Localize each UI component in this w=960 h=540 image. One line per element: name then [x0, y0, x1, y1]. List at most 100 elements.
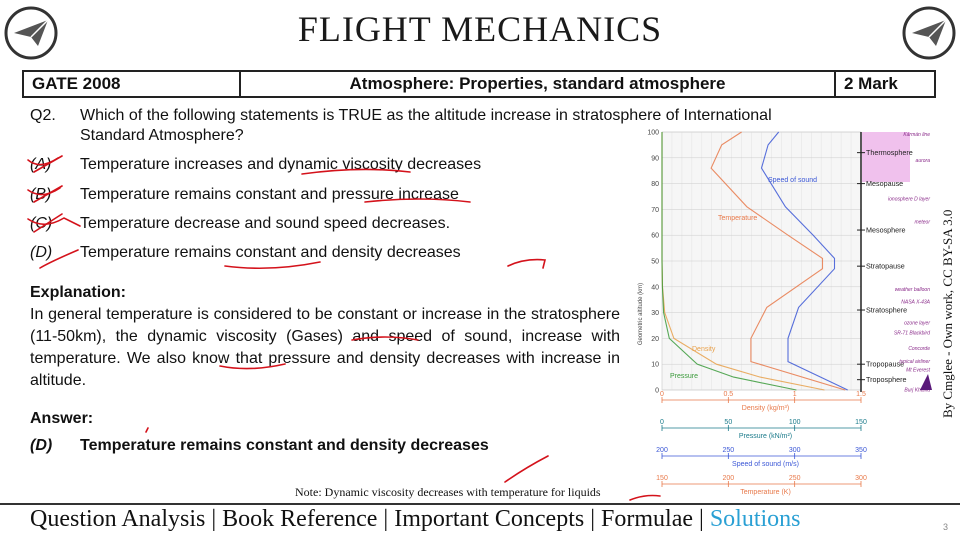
- marker-label: SR-71 Blackbird: [894, 331, 930, 337]
- y-tick-label: 40: [651, 284, 659, 291]
- layer-label: Stratosphere: [866, 306, 907, 315]
- answer-text: Temperature remains constant and density…: [80, 437, 489, 454]
- x-tick-label: 150: [656, 475, 668, 482]
- x-tick-label: 150: [855, 419, 867, 426]
- x-axis-label: Temperature (K): [740, 489, 791, 496]
- option-a-key: (A): [30, 156, 52, 173]
- footer-separator: |: [693, 506, 710, 532]
- chart-series: [661, 131, 848, 391]
- topic-label: Atmosphere: Properties, standard atmosph…: [241, 72, 836, 96]
- x-tick-label: 250: [789, 475, 801, 482]
- mountain-icon: [920, 374, 932, 390]
- y-tick-label: 60: [651, 233, 659, 240]
- option-c-key: (C): [30, 215, 53, 232]
- y-tick-label: 80: [651, 181, 659, 188]
- series-label-speed-of-sound: Speed of sound: [768, 177, 817, 184]
- option-a-text: Temperature increases and dynamic viscos…: [80, 156, 482, 173]
- x-tick-label: 1.5: [856, 391, 866, 398]
- marker-label: Concorde: [908, 346, 930, 352]
- marker-label: typical airliner: [899, 359, 930, 365]
- option-b-text: Temperature remains constant and pressur…: [80, 186, 459, 203]
- page-title: FLIGHT MECHANICS: [297, 9, 663, 49]
- layer-label: Thermosphere: [866, 148, 913, 157]
- layer-label: Mesosphere: [866, 226, 906, 235]
- layer-labels: Thermosphere Mesopause Mesosphere Stratopau…: [857, 148, 913, 384]
- marker-label: weather balloon: [895, 287, 931, 293]
- y-tick-label: 0: [655, 388, 659, 395]
- marker-label: Kármán line: [903, 132, 930, 138]
- marker-label: meteor: [914, 220, 930, 226]
- x-tick-label: 200: [722, 475, 734, 482]
- question-text-line1: Which of the following statements is TRU…: [80, 107, 772, 124]
- footer-link-book-reference[interactable]: Book Reference: [222, 506, 378, 532]
- footer-link-question-analysis[interactable]: Question Analysis: [30, 506, 206, 532]
- paper-plane-logo-icon: [902, 6, 956, 60]
- x-axis-label: Pressure (kN/m²): [739, 433, 792, 440]
- x-tick-label: 0: [660, 391, 664, 398]
- option-b-key: (B): [30, 186, 52, 203]
- x-tick-label: 300: [789, 447, 801, 454]
- layer-label: Stratopause: [866, 262, 905, 271]
- footer-link-formulae[interactable]: Formulae: [601, 506, 693, 532]
- y-tick-label: 70: [651, 207, 659, 214]
- question-header-table: GATE 2008 Atmosphere: Properties, standa…: [22, 70, 936, 98]
- marker-label: NASA X-43A: [901, 300, 930, 306]
- series-label-temperature: Temperature: [718, 215, 757, 222]
- marks-label: 2 Mark: [844, 74, 898, 93]
- answer-key: (D): [30, 437, 53, 454]
- note-text: Note: Dynamic viscosity decreases with t…: [295, 485, 601, 499]
- layer-label: Tropopause: [866, 360, 904, 369]
- x-tick-label: 300: [855, 475, 867, 482]
- layer-label: Mesopause: [866, 179, 903, 188]
- paper-plane-logo-icon: [4, 6, 58, 60]
- marker-label: ozone layer: [904, 320, 930, 326]
- option-d-text: Temperature remains constant and density…: [80, 244, 461, 261]
- question-text-line2: Standard Atmosphere?: [80, 127, 244, 144]
- marker-label: Burj Khalifa: [904, 387, 930, 393]
- y-tick-label: 90: [651, 155, 659, 162]
- series-label-density: Density: [692, 346, 716, 353]
- y-tick-label: 10: [651, 362, 659, 369]
- image-credit: By Cmglee - Own work, CC BY-SA 3.0: [940, 209, 955, 418]
- series-label-pressure: Pressure: [670, 373, 698, 380]
- y-tick-label: 30: [651, 310, 659, 317]
- page-number: 3: [942, 522, 948, 532]
- series-line-pressure: [661, 132, 797, 391]
- footer-separator: |: [205, 506, 223, 532]
- thermosphere-band: [862, 132, 910, 182]
- y-tick-label: 50: [651, 259, 659, 266]
- y-tick-label: 20: [651, 336, 659, 343]
- footer-separator: |: [377, 506, 395, 532]
- series-line-speed-of-sound: [760, 131, 848, 391]
- explanation-heading: Explanation:: [30, 284, 127, 301]
- y-tick-label: 100: [647, 130, 659, 137]
- marker-label: aurora: [916, 158, 931, 164]
- option-d-key: (D): [30, 244, 53, 261]
- footer-link-important-concepts[interactable]: Important Concepts: [394, 506, 585, 532]
- y-axis-label: Geometric altitude (km): [638, 283, 644, 345]
- question-number: Q2.: [30, 107, 56, 124]
- option-c-text: Temperature decrease and sound speed dec…: [80, 215, 451, 232]
- x-tick-label: 0.5: [723, 391, 733, 398]
- footer-separator: |: [584, 506, 602, 532]
- x-axes: 0 0.5 1 1.5 Density (kg/m³) 0 50 100 150 Pressure…: [656, 391, 867, 496]
- footer-link-solutions[interactable]: Solutions: [709, 506, 801, 532]
- x-axis-label: Density (kg/m³): [742, 405, 789, 412]
- x-tick-label: 100: [789, 419, 801, 426]
- marker-labels: Kármán line aurora ionosphere D layer meteo…: [888, 132, 932, 393]
- exam-label: GATE 2008: [24, 72, 241, 96]
- footer-nav: Question Analysis | Book Reference | Imp…: [30, 506, 801, 533]
- layer-label: Troposphere: [866, 375, 907, 384]
- x-tick-label: 50: [724, 419, 732, 426]
- chart-grid: [661, 131, 862, 391]
- footer-divider: [0, 503, 960, 505]
- answer-heading: Answer:: [30, 410, 94, 427]
- x-tick-label: 350: [855, 447, 867, 454]
- marker-label: Mt Everest: [906, 367, 931, 373]
- explanation-text: In general temperature is considered to …: [30, 306, 620, 389]
- x-tick-label: 200: [656, 447, 668, 454]
- marker-label: ionosphere D layer: [888, 197, 930, 203]
- x-tick-label: 0: [660, 419, 664, 426]
